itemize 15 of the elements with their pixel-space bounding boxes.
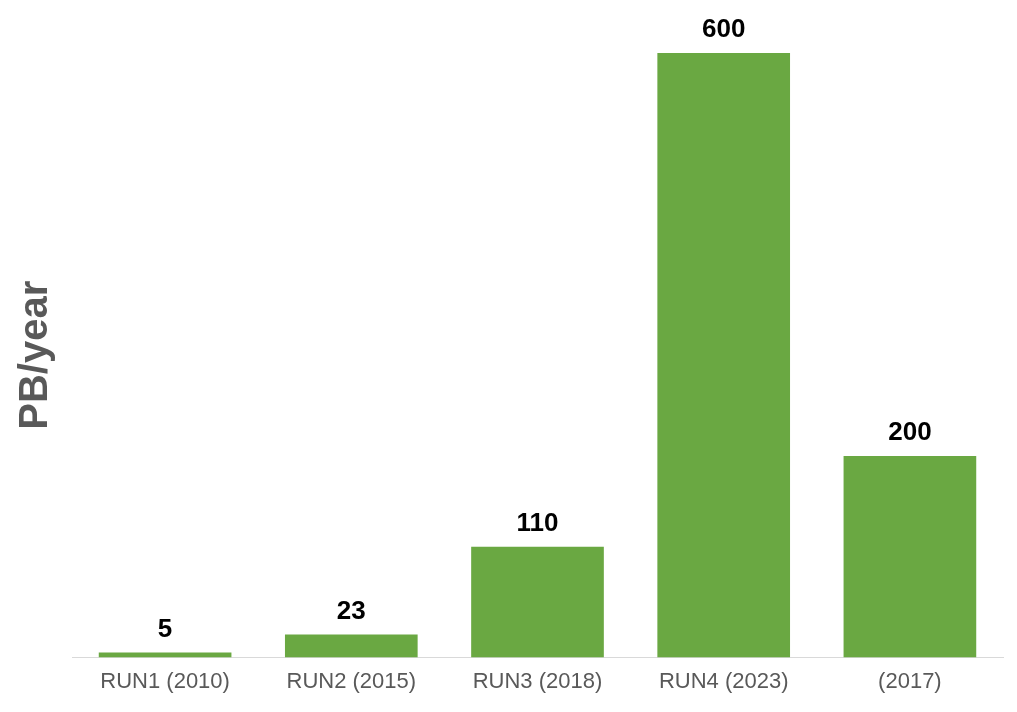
data-label: 200 — [888, 416, 932, 447]
data-label: 600 — [702, 13, 746, 44]
x-tick-label: (2017) — [878, 667, 942, 693]
x-tick-label: RUN2 (2015) — [286, 667, 417, 693]
x-tick-label: RUN1 (2010) — [100, 667, 230, 693]
data-label: 110 — [516, 506, 559, 537]
data-label: 5 — [157, 612, 173, 643]
x-tick-label: RUN4 (2023) — [658, 667, 789, 693]
x-tick-label: RUN3 (2018) — [472, 667, 603, 693]
data-label: 23 — [336, 594, 366, 625]
bar — [471, 546, 604, 658]
bar — [284, 634, 418, 658]
bar — [657, 53, 791, 658]
bar — [843, 456, 977, 658]
y-axis-title: PB/year — [11, 280, 56, 430]
